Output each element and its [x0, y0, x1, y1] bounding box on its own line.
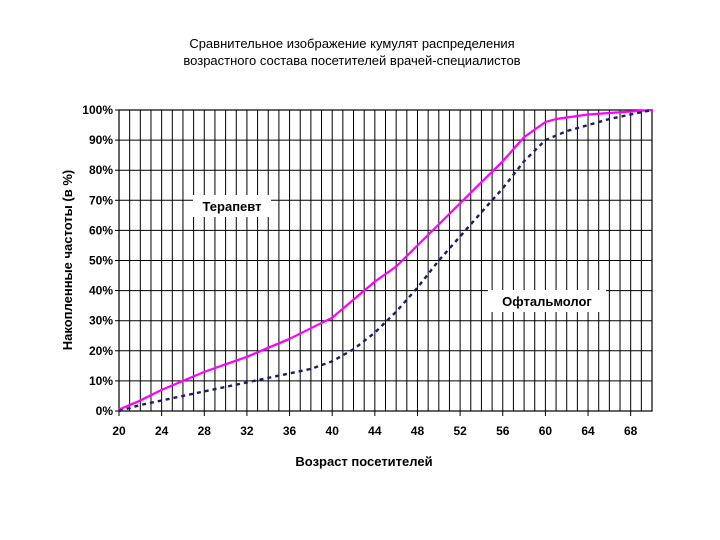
grid — [119, 110, 652, 411]
annotation-ophthalmologist-label: Офтальмолог — [502, 294, 592, 309]
y-axis-label: Накопленные частоты (в %) — [60, 170, 75, 350]
x-tick-label: 60 — [539, 424, 553, 438]
x-tick-label: 52 — [453, 424, 467, 438]
y-tick-label: 90% — [89, 133, 113, 147]
annotation-therapist-label: Терапевт — [203, 199, 262, 214]
x-axis-label: Возраст посетителей — [295, 454, 432, 469]
x-tick-label: 40 — [326, 424, 340, 438]
y-tick-label: 30% — [89, 314, 113, 328]
x-tick-label: 68 — [624, 424, 638, 438]
chart-title-line-2: возрастного состава посетителей врачей-с… — [183, 53, 520, 68]
x-tick-label: 36 — [283, 424, 297, 438]
y-tick-label: 50% — [89, 254, 113, 268]
y-tick-label: 0% — [96, 404, 114, 418]
series-lines — [117, 108, 654, 413]
annotation-therapist: Терапевт — [193, 195, 271, 217]
y-tick-label: 40% — [89, 284, 113, 298]
y-tick-label: 70% — [89, 193, 113, 207]
y-axis-ticks: 0% 10% 20% 30% 40% 50% 60% 70% 80% 90% 100% — [82, 103, 119, 418]
series-line — [117, 108, 654, 411]
x-tick-label: 64 — [581, 424, 595, 438]
x-tick-label: 48 — [411, 424, 425, 438]
x-tick-label: 56 — [496, 424, 510, 438]
x-tick-label: 20 — [112, 424, 126, 438]
x-tick-label: 24 — [155, 424, 169, 438]
y-tick-label: 100% — [82, 103, 113, 117]
y-tick-label: 60% — [89, 223, 113, 237]
series-line — [118, 108, 653, 413]
y-tick-label: 80% — [89, 163, 113, 177]
annotation-ophthalmologist: Офтальмолог — [488, 290, 606, 312]
x-tick-label: 44 — [368, 424, 382, 438]
annotation-ophthalmologist-box — [488, 290, 606, 312]
annotation-therapist-box — [193, 195, 271, 217]
y-tick-label: 20% — [89, 344, 113, 358]
x-tick-label: 32 — [240, 424, 254, 438]
x-axis-ticks: 20 24 28 32 36 40 44 48 52 56 60 64 68 — [112, 411, 638, 438]
chart-title-line-1: Сравнительное изображение кумулят распре… — [189, 36, 514, 51]
x-tick-label: 28 — [198, 424, 212, 438]
y-tick-label: 10% — [89, 374, 113, 388]
